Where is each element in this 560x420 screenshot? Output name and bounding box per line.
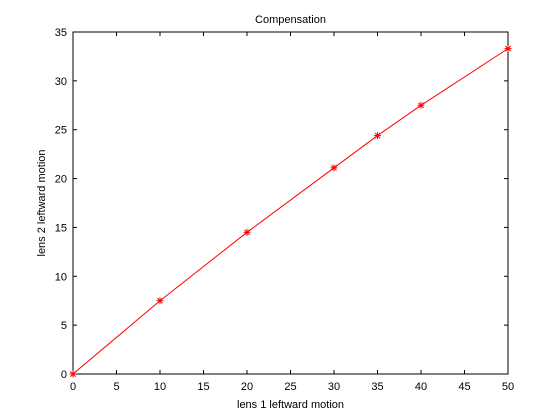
- x-tick-label-4: 20: [241, 381, 253, 393]
- data-point-0-2: [243, 228, 251, 236]
- x-tick-label-0: 0: [70, 381, 76, 393]
- plot-area: [72, 31, 509, 375]
- y-tick-label-4: 20: [55, 174, 67, 186]
- data-point-0-6: [504, 45, 512, 53]
- y-tick-label-2: 10: [55, 271, 67, 283]
- x-tick-label-2: 10: [154, 381, 166, 393]
- y-tick-label-7: 35: [55, 27, 67, 39]
- data-point-0-3: [330, 164, 338, 172]
- ticks-layer: [72, 31, 509, 375]
- data-point-0-0: [69, 370, 77, 378]
- x-tick-label-3: 15: [197, 381, 209, 393]
- chart-title: Compensation: [255, 14, 326, 26]
- y-tick-label-5: 25: [55, 125, 67, 137]
- axes-group: [72, 31, 509, 375]
- x-tick-label-9: 45: [458, 381, 470, 393]
- x-tick-label-6: 30: [328, 381, 340, 393]
- y-tick-label-3: 15: [55, 222, 67, 234]
- data-point-0-1: [156, 297, 164, 305]
- x-tick-label-5: 25: [284, 381, 296, 393]
- x-axis-label: lens 1 leftward motion: [237, 399, 344, 411]
- series-layer: [69, 45, 512, 378]
- labels-layer: 0 5 10 15 20 25 30 35 40 45 50 0 5 10 15 20 25 30 35: [55, 27, 514, 393]
- y-tick-label-1: 5: [61, 320, 67, 332]
- y-tick-label-6: 30: [55, 76, 67, 88]
- data-point-0-5: [417, 101, 425, 109]
- x-tick-label-8: 40: [415, 381, 427, 393]
- data-point-0-4: [374, 132, 381, 140]
- y-axis-label: lens 2 leftward motion: [36, 150, 48, 257]
- x-tick-label-7: 35: [371, 381, 383, 393]
- x-tick-label-10: 50: [502, 381, 514, 393]
- y-tick-label-0: 0: [61, 369, 67, 381]
- x-tick-label-1: 5: [113, 381, 119, 393]
